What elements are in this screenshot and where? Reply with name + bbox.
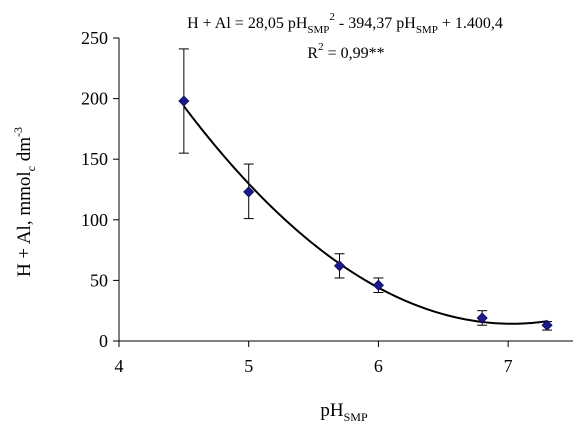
- error-bars: [178, 48, 553, 331]
- y-tick-label: 250: [81, 28, 108, 48]
- data-points: [178, 95, 553, 331]
- x-tick-label: 6: [374, 356, 383, 376]
- x-tick-label: 7: [504, 356, 513, 376]
- y-tick-label: 0: [99, 331, 108, 351]
- data-point: [178, 95, 190, 107]
- data-point: [372, 279, 384, 291]
- y-tick-label: 100: [81, 210, 108, 230]
- x-tick-label: 5: [244, 356, 253, 376]
- y-tick-label: 50: [90, 270, 108, 290]
- data-point: [333, 260, 346, 272]
- data-point: [243, 186, 255, 198]
- x-axis-label: pHSMP: [320, 400, 368, 424]
- y-tick-label: 150: [81, 149, 108, 169]
- y-tick-label: 200: [81, 89, 108, 109]
- data-point: [476, 312, 488, 324]
- fit-curve-group: [183, 105, 548, 325]
- regression-equation: H + Al = 28,05 pHSMP2 - 394,37 pHSMP + 1…: [187, 11, 503, 36]
- axes: 0 50 100 150 200 250 4 5 6 7: [81, 28, 573, 376]
- y-axis-label: H + Al, mmolc dm-3: [11, 127, 38, 277]
- data-point: [541, 319, 553, 331]
- x-tick-label: 4: [115, 356, 124, 376]
- r-squared: R2 = 0,99**: [307, 41, 384, 62]
- fit-curve: [183, 105, 548, 325]
